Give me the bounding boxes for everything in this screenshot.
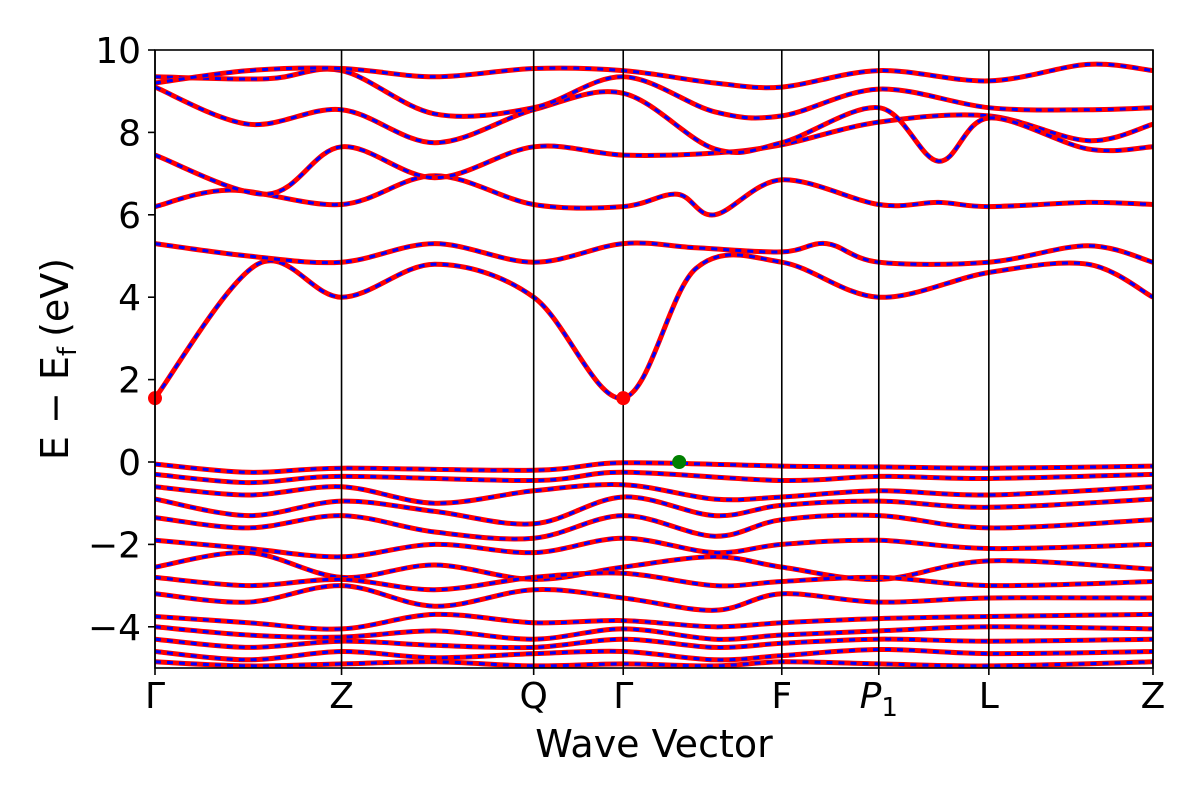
y-axis-label-sub: f — [53, 346, 83, 356]
band-10-blue-dashed-line — [155, 495, 1153, 526]
band-20-blue-dashed-line — [155, 660, 1153, 668]
y-tick-label-2: 0 — [118, 443, 141, 484]
band-15-blue-dashed-line — [155, 584, 1153, 612]
y-tick-label-1: −2 — [88, 525, 141, 566]
band-1-red-line — [155, 240, 1153, 267]
x-axis-ticks: Γ Z Q Γ F P1 L Z — [145, 668, 1165, 723]
y-tick-label-4: 4 — [118, 278, 141, 319]
band-2-blue-dashed-line — [155, 174, 1153, 217]
band-17-red-line — [155, 624, 1153, 642]
y-tick-label-5: 6 — [118, 196, 141, 237]
x-tick-label-6: L — [979, 676, 999, 717]
y-tick-label-3: 2 — [118, 361, 141, 402]
band-0-blue-dashed-line — [155, 253, 1153, 400]
y-tick-label-6: 8 — [118, 113, 141, 154]
y-tick-label-0: −4 — [88, 608, 141, 649]
band-6-blue-dashed-line — [155, 62, 1153, 90]
x-tick-label-7: Z — [1141, 676, 1166, 717]
y-axis-ticks: −4 −2 0 2 4 6 8 10 — [88, 31, 155, 649]
y-tick-label-7: 10 — [95, 31, 141, 72]
band-19-red-line — [155, 646, 1153, 663]
band-14-red-line — [155, 570, 1153, 593]
y-axis-label-unit: (eV) — [33, 258, 77, 337]
band-18-red-line — [155, 636, 1153, 651]
x-tick-label-1: Z — [329, 676, 354, 717]
markers-layer — [148, 391, 687, 469]
band-8-red-line — [155, 469, 1153, 486]
band-7-blue-dashed-line — [155, 461, 1153, 474]
x-tick-label-5: P1 — [860, 676, 898, 723]
plot-frame — [154, 49, 1154, 669]
band-4-red-line — [155, 84, 1153, 164]
band-3-red-line — [155, 112, 1153, 197]
x-tick-label-4: F — [771, 676, 792, 717]
band-3-blue-dashed-line — [155, 113, 1153, 196]
x-tick-label-0: Γ — [145, 676, 165, 717]
band-16-red-line — [155, 611, 1153, 632]
bands-layer — [155, 61, 1153, 668]
x-tick-label-3: Γ — [613, 676, 633, 717]
band-13-blue-dashed-line — [155, 551, 1153, 581]
band-15-red-line — [155, 583, 1153, 613]
band-2-red-line — [155, 173, 1153, 218]
band-4-blue-dashed-line — [155, 85, 1153, 163]
band-8-blue-dashed-line — [155, 470, 1153, 485]
extremum-marker-2 — [672, 455, 687, 469]
x-tick-label-2: Q — [520, 676, 548, 717]
band-11-blue-dashed-line — [155, 513, 1153, 541]
y-axis-label: E − Ef (eV) — [33, 258, 83, 460]
extremum-marker-1 — [616, 391, 631, 406]
band-1-blue-dashed-line — [155, 241, 1153, 266]
x-axis-label: Wave Vector — [535, 722, 773, 766]
y-axis-label-main: E − E — [33, 356, 77, 460]
band-11-red-line — [155, 512, 1153, 542]
